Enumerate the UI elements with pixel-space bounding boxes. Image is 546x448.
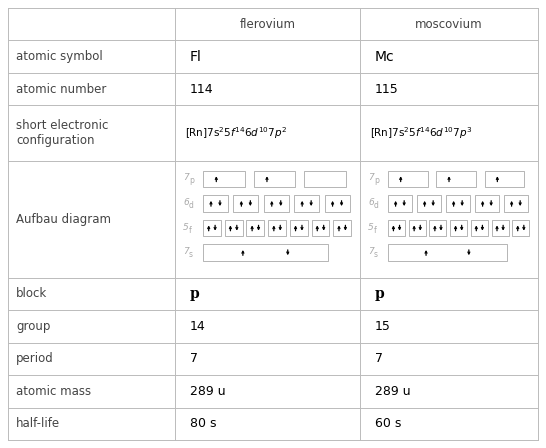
Text: 14: 14 (190, 320, 206, 333)
Text: short electronic
configuration: short electronic configuration (16, 119, 108, 147)
Bar (225, 220, 242, 237)
Text: p: p (374, 177, 379, 185)
Text: 6: 6 (368, 198, 374, 207)
Bar (203, 244, 328, 261)
Bar (417, 195, 441, 212)
Bar (312, 220, 329, 237)
Text: $\rm [Rn]7s^{2}5\mathit{f}^{14}6\mathit{d}^{10}7\mathit{p}^{3}$: $\rm [Rn]7s^{2}5\mathit{f}^{14}6\mathit{… (370, 125, 472, 141)
Bar (388, 244, 507, 261)
Text: 289 u: 289 u (190, 385, 225, 398)
Bar (409, 220, 426, 237)
Text: 5: 5 (368, 223, 374, 232)
Bar (388, 195, 412, 212)
Text: moscovium: moscovium (415, 18, 483, 31)
Bar (268, 220, 286, 237)
Text: 15: 15 (375, 320, 391, 333)
Bar (485, 171, 524, 187)
Bar (436, 171, 476, 187)
Bar (246, 220, 264, 237)
Bar (333, 220, 351, 237)
Text: 7: 7 (183, 247, 189, 256)
Bar (446, 195, 470, 212)
Bar (254, 171, 295, 187)
Text: 7: 7 (368, 173, 374, 182)
Text: 6: 6 (183, 198, 189, 207)
Text: f: f (189, 225, 192, 235)
Text: atomic symbol: atomic symbol (16, 50, 103, 63)
Text: s: s (189, 250, 193, 259)
Bar (512, 220, 529, 237)
Text: 5: 5 (183, 223, 189, 232)
Bar (203, 171, 245, 187)
Text: p: p (375, 287, 385, 301)
Text: 7: 7 (375, 353, 383, 366)
Bar (264, 195, 289, 212)
Text: flerovium: flerovium (240, 18, 295, 31)
Text: 289 u: 289 u (375, 385, 411, 398)
Bar (429, 220, 447, 237)
Text: atomic number: atomic number (16, 82, 106, 95)
Bar (475, 195, 499, 212)
Text: f: f (374, 225, 377, 235)
Bar (290, 220, 307, 237)
Bar (450, 220, 467, 237)
Text: group: group (16, 320, 50, 333)
Bar (325, 195, 349, 212)
Text: atomic mass: atomic mass (16, 385, 91, 398)
Bar (203, 195, 228, 212)
Bar (203, 220, 221, 237)
Bar (471, 220, 488, 237)
Text: d: d (189, 201, 194, 210)
Bar (388, 220, 405, 237)
Text: 7: 7 (183, 173, 189, 182)
Text: s: s (374, 250, 378, 259)
Text: Fl: Fl (190, 50, 202, 64)
Text: 114: 114 (190, 82, 213, 95)
Bar (304, 171, 346, 187)
Bar (233, 195, 258, 212)
Text: 80 s: 80 s (190, 417, 217, 430)
Text: Mc: Mc (375, 50, 395, 64)
Text: half-life: half-life (16, 417, 60, 430)
Text: period: period (16, 353, 54, 366)
Text: d: d (374, 201, 379, 210)
Text: p: p (190, 287, 200, 301)
Text: 115: 115 (375, 82, 399, 95)
Bar (294, 195, 319, 212)
Text: $\rm [Rn]7s^{2}5\mathit{f}^{14}6\mathit{d}^{10}7\mathit{p}^{2}$: $\rm [Rn]7s^{2}5\mathit{f}^{14}6\mathit{… (185, 125, 287, 141)
Text: p: p (189, 177, 194, 185)
Text: 7: 7 (368, 247, 374, 256)
Text: block: block (16, 288, 48, 301)
Text: 60 s: 60 s (375, 417, 401, 430)
Bar (491, 220, 508, 237)
Bar (388, 171, 428, 187)
Text: Aufbau diagram: Aufbau diagram (16, 213, 111, 226)
Text: 7: 7 (190, 353, 198, 366)
Bar (504, 195, 528, 212)
